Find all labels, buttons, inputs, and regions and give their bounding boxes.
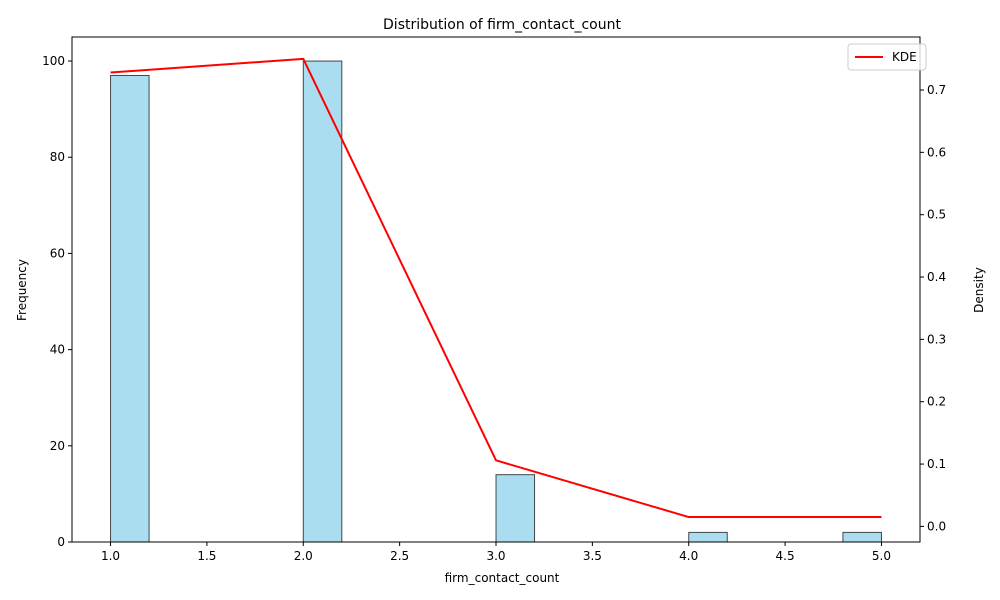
histogram-bar-1 (110, 74, 150, 543)
x-tick-label: 3.0 (486, 549, 505, 563)
x-tick-label: 4.5 (776, 549, 795, 563)
y2-tick-label: 0.2 (927, 395, 946, 409)
y2-tick-label: 0.7 (927, 83, 946, 97)
x-axis-ticks: 1.0 1.5 2.0 2.5 3.0 3.5 4.0 4.5 5.0 (101, 542, 891, 563)
y-tick-label: 80 (50, 150, 65, 164)
histogram-bar-5 (842, 531, 882, 543)
histogram-bar-3 (495, 474, 536, 543)
kde-layer (110, 57, 882, 519)
x-tick-label: 2.0 (294, 549, 313, 563)
y-tick-label: 40 (50, 343, 65, 357)
y2-axis-label: Density (972, 267, 986, 313)
y-tick-label: 60 (50, 246, 65, 260)
y-axis-ticks: 0 20 40 60 80 100 (42, 54, 72, 549)
y2-tick-label: 0.1 (927, 457, 946, 471)
legend: KDE (847, 43, 927, 71)
legend-box (847, 43, 927, 71)
y2-axis-ticks: 0.0 0.1 0.2 0.3 0.4 0.5 0.6 0.7 (920, 83, 946, 533)
plot-frame (71, 36, 921, 543)
y-tick-label: 100 (42, 54, 65, 68)
y-axis-label: Frequency (15, 259, 29, 321)
y-tick-label: 0 (57, 535, 65, 549)
y2-tick-label: 0.6 (927, 145, 946, 159)
y-tick-label: 20 (50, 439, 65, 453)
x-tick-label: 2.5 (390, 549, 409, 563)
x-tick-label: 5.0 (872, 549, 891, 563)
x-axis-label: firm_contact_count (445, 571, 560, 585)
chart-title: Distribution of firm_contact_count (383, 17, 621, 33)
kde-line (110, 57, 882, 519)
histogram-bar-2 (302, 60, 343, 543)
y2-tick-label: 0.5 (927, 208, 946, 222)
x-tick-label: 1.0 (101, 549, 120, 563)
legend-kde-label: KDE (892, 50, 917, 64)
histogram-bar-4 (688, 531, 728, 543)
x-tick-label: 4.0 (679, 549, 698, 563)
y2-tick-label: 0.0 (927, 519, 946, 533)
x-tick-label: 3.5 (583, 549, 602, 563)
y2-tick-label: 0.4 (927, 270, 946, 284)
x-tick-label: 1.5 (197, 549, 216, 563)
histogram-bars (110, 60, 882, 543)
y2-tick-label: 0.3 (927, 332, 946, 346)
